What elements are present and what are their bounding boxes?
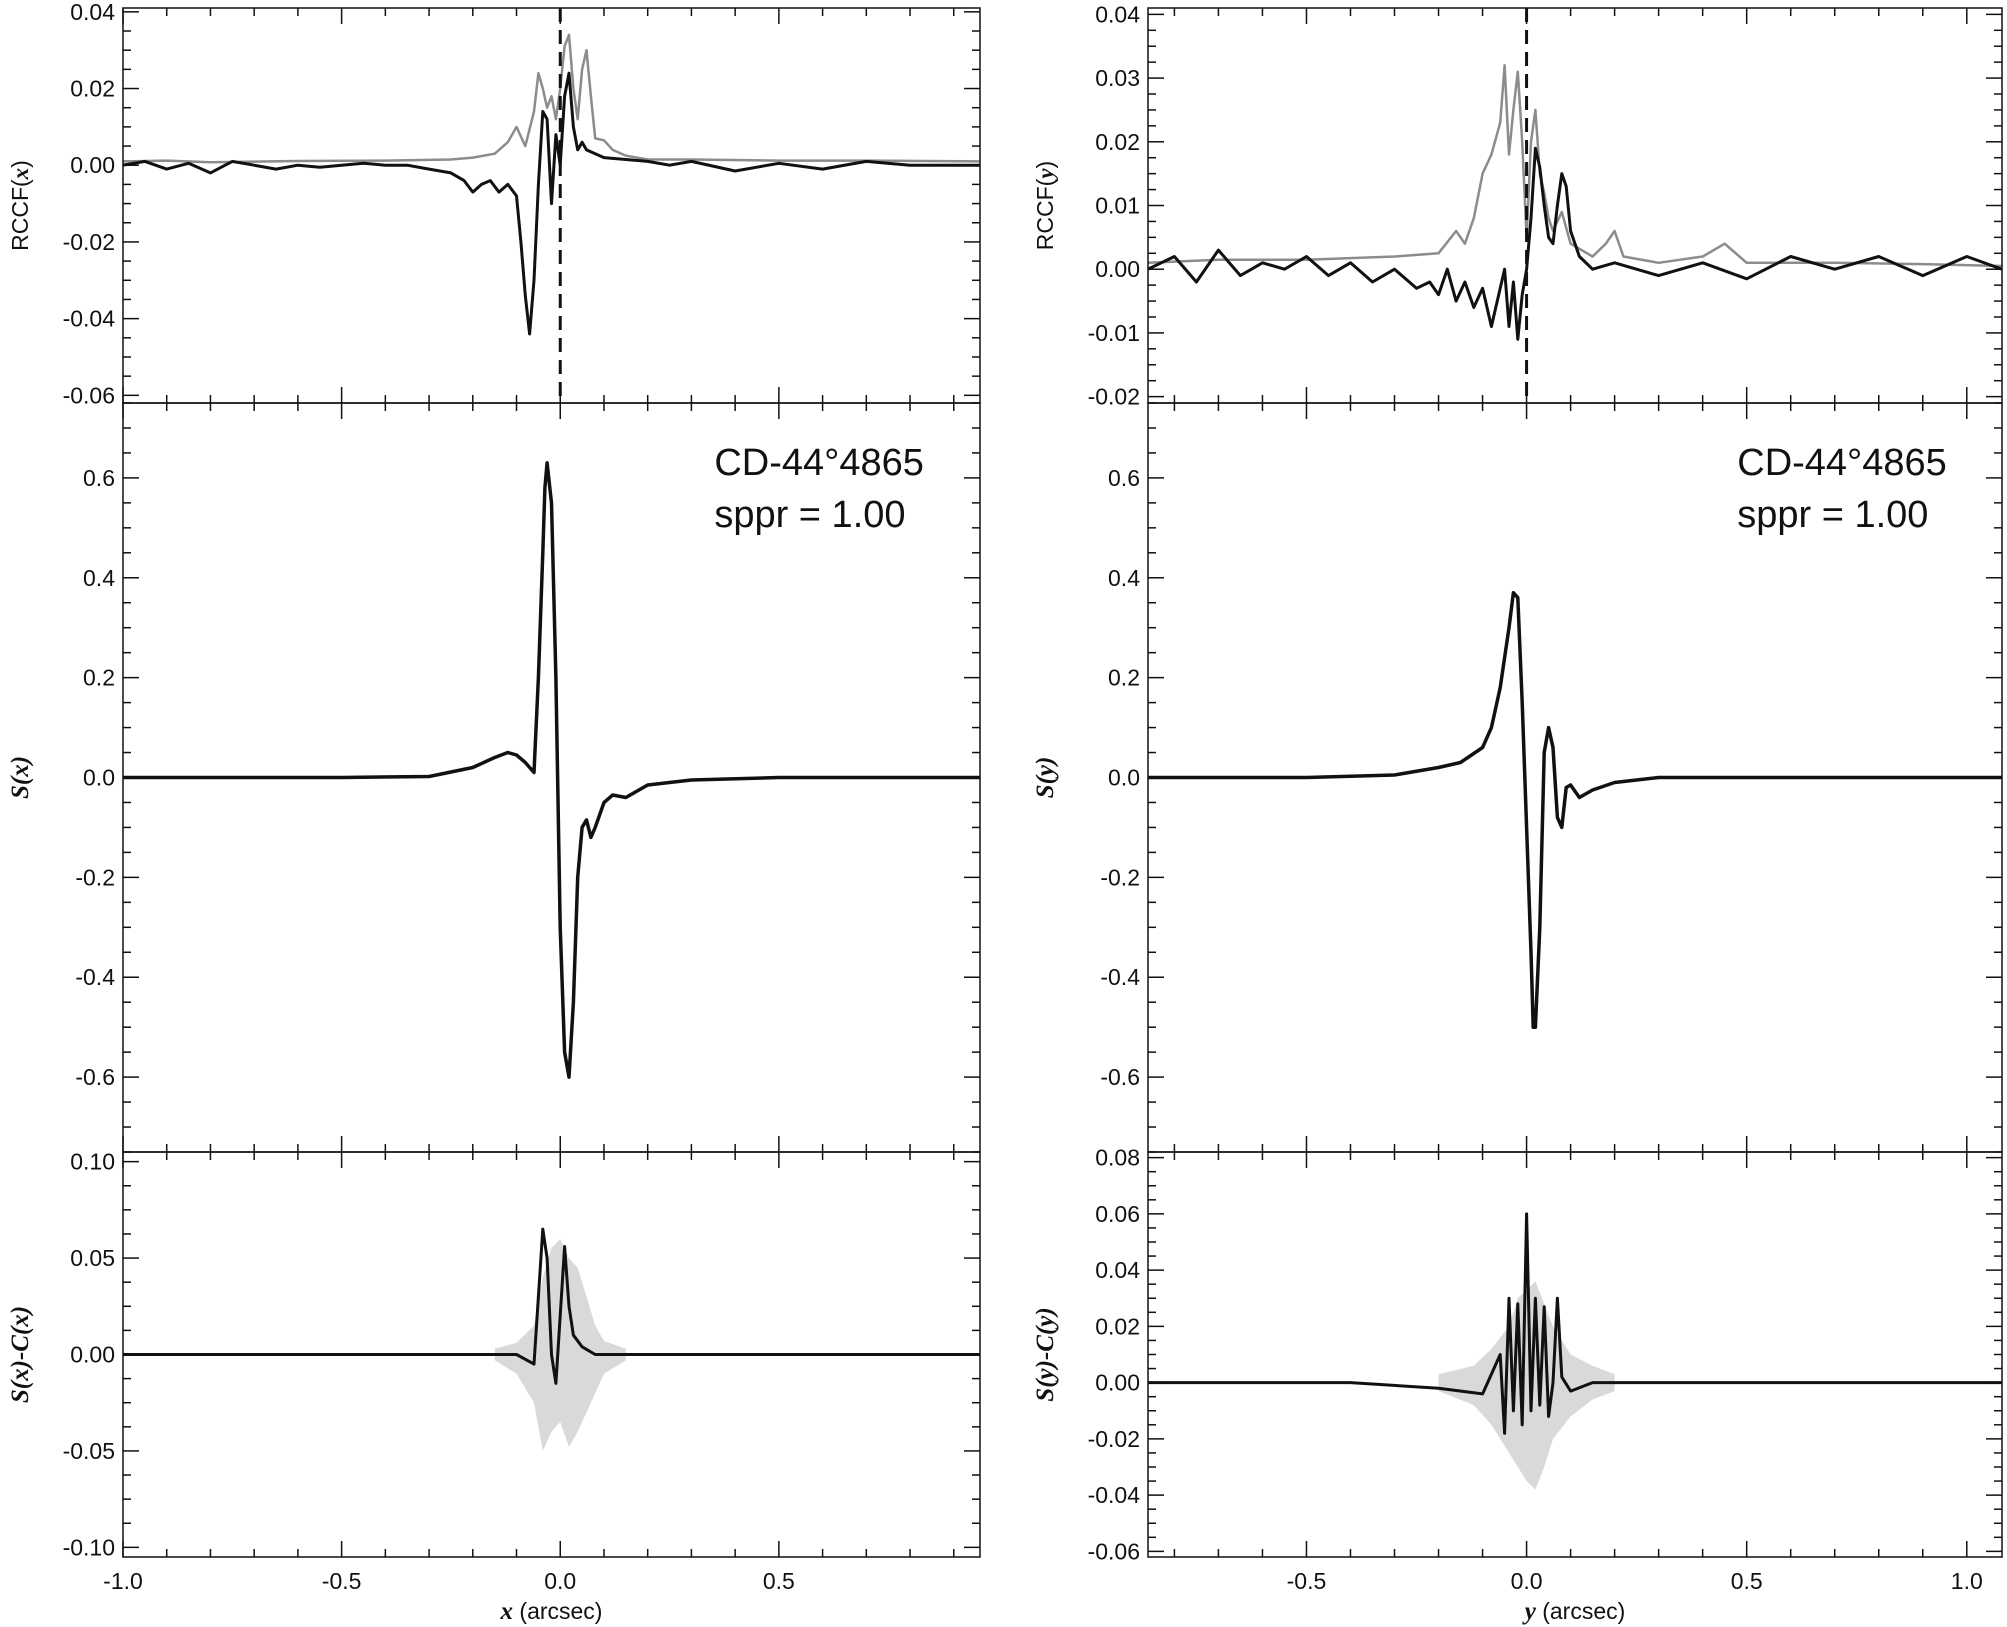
y-tick-label: -0.6 [1100,1064,1140,1090]
x-tick-label: 1.0 [1951,1568,1983,1594]
y-tick-label: 0.4 [1108,565,1140,591]
left-x-axis-title: x (arcsec) [500,1598,603,1625]
y-tick-label: 0.6 [83,465,115,491]
left-rccf-series-0-line [123,33,980,164]
y-tick-label: 0.02 [1095,129,1140,155]
y-tick-label: -0.4 [75,964,115,990]
y-tick-label: 0.0 [83,765,115,791]
y-tick-label: -0.2 [75,864,115,890]
y-tick-label: 0.02 [1095,1313,1140,1339]
right-resid-panel: -0.06 -0.04 -0.02 0.00 0.02 0.04 0.06 0.08 S(y)-… [1032,1145,2003,1564]
y-tick-label: -0.05 [63,1438,115,1464]
right-s-panel: -0.6 -0.4 -0.2 0.0 0.2 0.4 0.6 S(y) CD-44°4865 sp… [1032,402,2003,1153]
x-tick-label: -0.5 [1287,1568,1327,1594]
right-resid-frame [1147,1151,2003,1558]
y-tick-label: 0.05 [70,1245,115,1271]
left-resid-y-axis-title: S(x)-C(x) [7,1306,34,1403]
y-tick-label: 0.6 [1108,465,1140,491]
left-s-series-0-line [123,461,980,1079]
x-tick-label: 0.5 [763,1568,795,1594]
y-tick-label: 0.04 [1095,1,1140,27]
x-tick-label: -0.5 [322,1568,362,1594]
left-rccf-panel: -0.06 -0.04 -0.02 0.00 0.02 0.04 RCCF(x) [7,0,981,408]
right-resid-uncertainty-band [1438,1281,1615,1490]
right-s-plot-area [1148,590,2002,1029]
right-rccf-frame [1147,7,2003,404]
y-tick-label: 0.00 [70,1342,115,1368]
y-tick-label: -0.6 [75,1064,115,1090]
x-tick-label: 0.0 [1511,1568,1543,1594]
y-tick-label: 0.04 [70,0,115,25]
right-resid-series-0-line [1148,1212,2002,1435]
y-tick-label: 0.2 [83,665,115,691]
left-annotation-sppr: sppr = 1.00 [714,494,905,536]
left-s-panel: -0.6 -0.4 -0.2 0.0 0.2 0.4 0.6 S(x) CD-44°4865 sp… [7,402,981,1153]
left-s-plot-area [123,461,980,1079]
y-tick-label: -0.06 [1088,1538,1140,1564]
right-annotation-sppr: sppr = 1.00 [1737,494,1928,536]
right-rccf-y-axis-title: RCCF(y) [1032,161,1058,250]
y-tick-label: -0.2 [1100,864,1140,890]
left-resid-uncertainty-band [494,1238,626,1451]
y-tick-label: -0.04 [63,306,116,332]
y-tick-label: -0.01 [1088,320,1140,346]
right-s-series-0-line [1148,590,2002,1029]
left-resid-panel: -0.10 -0.05 0.00 0.05 0.10 S(x)-C(x) [7,1149,981,1560]
y-tick-label: 0.06 [1095,1201,1140,1227]
x-tick-label: -1.0 [103,1568,143,1594]
y-tick-label: -0.02 [1088,1426,1140,1452]
right-annotation-star-name: CD-44°4865 [1737,442,1947,484]
y-tick-label: 0.00 [1095,256,1140,282]
y-tick-label: -0.10 [63,1534,115,1560]
left-rccf-series-1-line [123,71,980,336]
left-resid-series-0-line [123,1227,980,1385]
x-tick-label: 0.0 [544,1568,576,1594]
right-rccf-series-1-line [1148,146,2002,341]
right-s-y-axis-title: S(y) [1032,757,1059,799]
right-rccf-panel: -0.02 -0.01 0.00 0.01 0.02 0.03 0.04 RCCF(y) [1032,1,2003,410]
y-tick-label: -0.4 [1100,964,1140,990]
right-resid-y-axis-title: S(y)-C(y) [1032,1307,1059,1401]
x-tick-label: 0.5 [1731,1568,1763,1594]
y-tick-label: 0.10 [70,1149,115,1175]
y-tick-label: -0.06 [63,382,115,408]
left-annotation-star-name: CD-44°4865 [714,442,924,484]
y-tick-label: 0.08 [1095,1145,1140,1171]
y-tick-label: -0.02 [1088,384,1140,410]
right-x-axis-title: y (arcsec) [1522,1598,1626,1625]
right-column-plots: -0.02-0.010.000.010.020.030.04RCCF(y)-0.… [1032,1,2003,1625]
y-tick-label: 0.4 [83,565,115,591]
y-tick-label: 0.2 [1108,665,1140,691]
y-tick-label: 0.00 [1095,1370,1140,1396]
y-tick-label: 0.02 [70,76,115,102]
left-column-plots: -0.06-0.04-0.020.000.020.04RCCF(x)-0.6-0… [7,0,981,1625]
left-resid-plot-area [123,1227,980,1451]
y-tick-label: 0.03 [1095,65,1140,91]
y-tick-label: 0.01 [1095,193,1140,219]
y-tick-label: 0.04 [1095,1257,1140,1283]
left-rccf-y-axis-title: RCCF(x) [7,160,33,251]
y-tick-label: 0.00 [70,152,115,178]
right-rccf-series-0-line [1148,64,2002,268]
right-resid-plot-area [1148,1212,2002,1490]
left-rccf-plot-area [123,8,980,403]
right-rccf-plot-area [1148,8,2002,403]
left-rccf-frame [122,7,981,404]
y-tick-label: 0.0 [1108,765,1140,791]
y-tick-label: -0.04 [1088,1482,1141,1508]
left-s-y-axis-title: S(x) [7,756,34,799]
y-tick-label: -0.02 [63,229,115,255]
